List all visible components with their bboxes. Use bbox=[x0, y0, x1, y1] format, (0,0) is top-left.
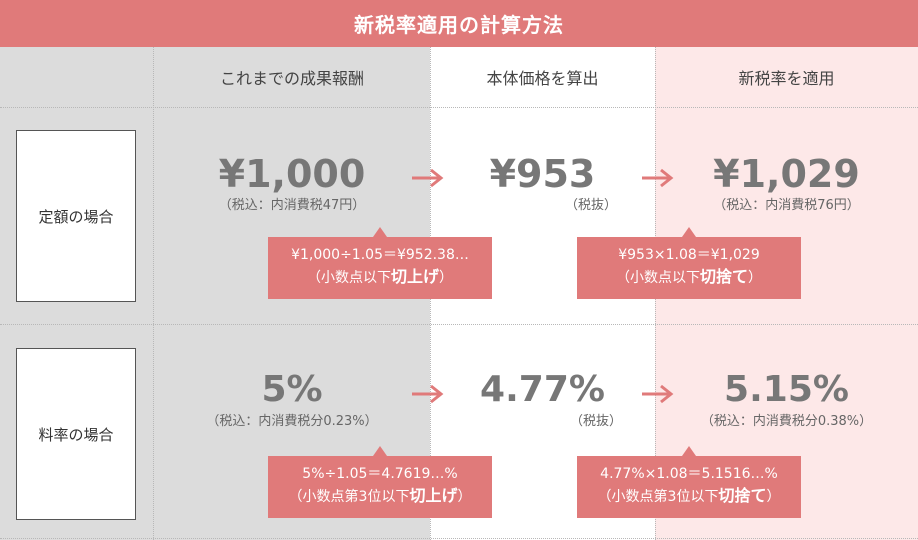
calc-rule-emphasis: 切捨て bbox=[718, 486, 767, 505]
header-divider bbox=[0, 107, 918, 108]
calc-rule-suffix: ） bbox=[766, 489, 781, 505]
old-rate-note: （税込：内消費税分0.23%） bbox=[206, 414, 378, 429]
mid-rate-note: （税抜） bbox=[570, 414, 623, 429]
row-label-fixed: 定額の場合 bbox=[16, 130, 136, 302]
header-new: 新税率を適用 bbox=[738, 69, 835, 88]
calc-bubble-rate-roundup: 5%÷1.05＝4.7619…% （小数点第3位以下切上げ） bbox=[268, 446, 492, 518]
mid-fixed-note: （税抜） bbox=[565, 198, 618, 213]
header-mid: 本体価格を算出 bbox=[486, 69, 599, 88]
new-fixed-value: ¥1,029 bbox=[713, 152, 860, 196]
calc-bubble-rate-rounddown: 4.77%×1.08＝5.1516…% （小数点第3位以下切捨て） bbox=[577, 446, 801, 518]
calc-rule-suffix: ） bbox=[748, 270, 762, 286]
calc-rule-suffix: ） bbox=[457, 489, 472, 505]
header-old: これまでの成果報酬 bbox=[219, 69, 364, 88]
old-rate-value: 5% bbox=[261, 369, 323, 410]
arrow-right-icon bbox=[642, 384, 674, 404]
calc-rule-prefix: （小数点以下 bbox=[306, 270, 391, 286]
calc-rounding-rule: （小数点以下切上げ） bbox=[268, 266, 492, 289]
old-fixed-note: （税込：内消費税47円） bbox=[218, 198, 366, 213]
calc-rounding-rule: （小数点第3位以下切上げ） bbox=[268, 485, 492, 508]
column-divider bbox=[153, 47, 154, 540]
calc-rule-emphasis: 切上げ bbox=[409, 486, 458, 505]
row-label-rate: 料率の場合 bbox=[16, 348, 136, 520]
calc-formula: 4.77%×1.08＝5.1516…% bbox=[600, 466, 778, 482]
calc-rule-prefix: （小数点第3位以下 bbox=[597, 489, 719, 505]
calc-rule-emphasis: 切上げ bbox=[390, 267, 439, 286]
calc-bubble-fixed-roundup: ¥1,000÷1.05＝¥952.38… （小数点以下切上げ） bbox=[268, 227, 492, 299]
calc-formula: ¥953×1.08＝¥1,029 bbox=[618, 247, 760, 263]
calc-rule-prefix: （小数点第3位以下 bbox=[288, 489, 410, 505]
calc-rule-prefix: （小数点以下 bbox=[615, 270, 700, 286]
new-rate-note: （税込：内消費税分0.38%） bbox=[700, 414, 873, 429]
mid-rate-value: 4.77% bbox=[480, 369, 605, 410]
calc-rule-suffix: ） bbox=[439, 270, 453, 286]
calc-formula: 5%÷1.05＝4.7619…% bbox=[302, 466, 458, 482]
arrow-right-icon bbox=[412, 168, 444, 188]
mid-fixed-value: ¥953 bbox=[489, 152, 596, 196]
page-title: 新税率適用の計算方法 bbox=[0, 0, 918, 47]
calc-bubble-fixed-rounddown: ¥953×1.08＝¥1,029 （小数点以下切捨て） bbox=[577, 227, 801, 299]
arrow-right-icon bbox=[642, 168, 674, 188]
arrow-right-icon bbox=[412, 384, 444, 404]
new-rate-value: 5.15% bbox=[724, 369, 849, 410]
calc-rounding-rule: （小数点第3位以下切捨て） bbox=[577, 485, 801, 508]
row-divider bbox=[0, 324, 918, 325]
calc-rounding-rule: （小数点以下切捨て） bbox=[577, 266, 801, 289]
old-fixed-value: ¥1,000 bbox=[218, 152, 366, 196]
new-fixed-note: （税込：内消費税76円） bbox=[713, 198, 860, 213]
bottom-divider bbox=[0, 538, 918, 539]
calc-rule-emphasis: 切捨て bbox=[699, 267, 748, 286]
calc-formula: ¥1,000÷1.05＝¥952.38… bbox=[291, 247, 469, 263]
